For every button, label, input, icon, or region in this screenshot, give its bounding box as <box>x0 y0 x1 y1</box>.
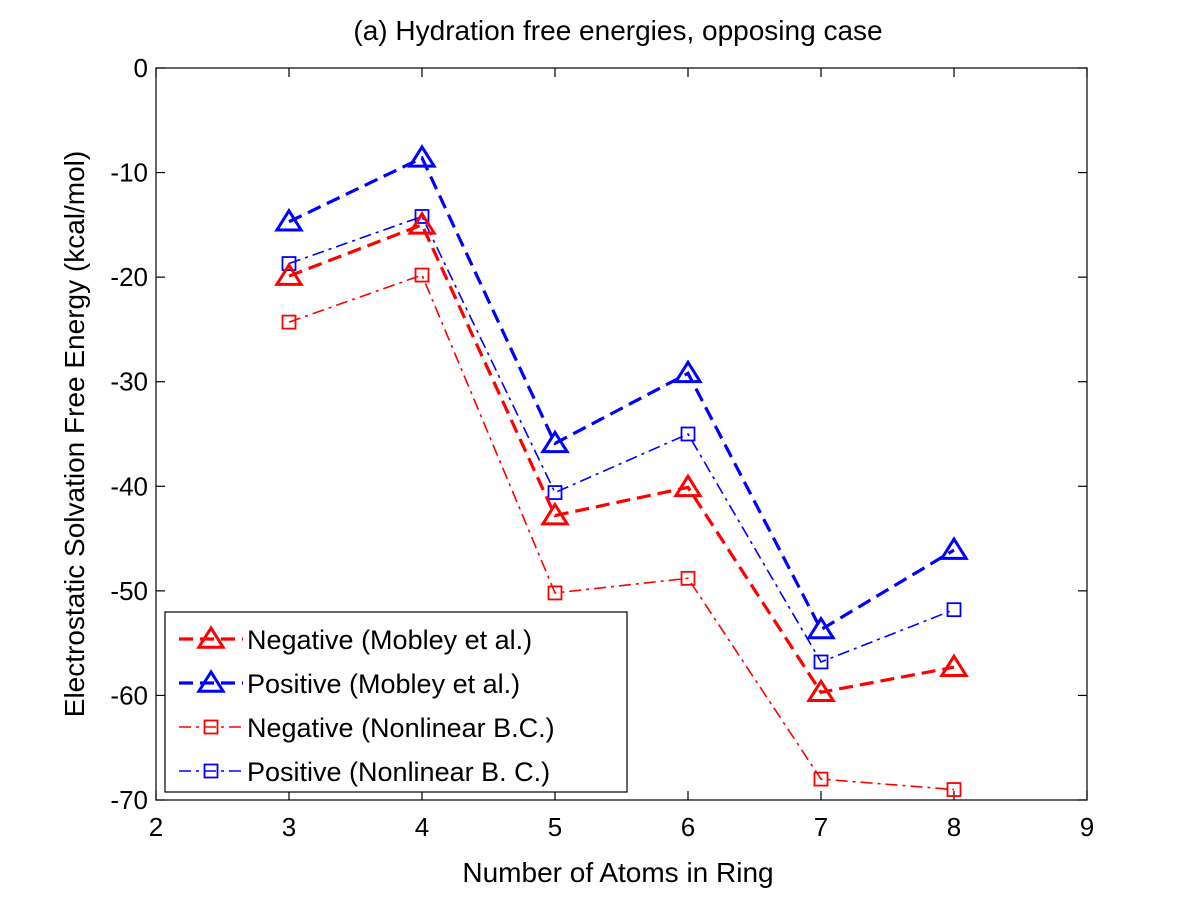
legend-item: Negative (Mobley et al.) <box>179 625 532 655</box>
series-2 <box>281 267 962 797</box>
data-point <box>281 256 297 271</box>
data-point <box>414 209 430 224</box>
data-point <box>547 585 563 601</box>
x-tick-label: 7 <box>814 812 828 842</box>
y-tick-label: -40 <box>110 471 148 501</box>
data-point <box>414 267 430 283</box>
legend-swatch-marker <box>203 719 219 735</box>
legend-label: Positive (Nonlinear B. C.) <box>247 757 550 787</box>
series-layer <box>274 144 969 797</box>
data-point <box>281 314 297 330</box>
data-point <box>680 570 696 586</box>
data-point <box>673 359 703 384</box>
x-tick-label: 4 <box>415 812 429 842</box>
y-tick-label: -60 <box>110 680 148 710</box>
legend-swatch-marker <box>196 625 226 649</box>
x-tick-label: 8 <box>947 812 961 842</box>
legend-box <box>164 611 628 793</box>
data-point <box>806 615 836 640</box>
series-1 <box>274 144 969 640</box>
data-point <box>407 144 437 168</box>
data-point <box>946 782 962 797</box>
y-tick-label: -20 <box>110 262 148 292</box>
data-point <box>813 654 829 670</box>
data-point <box>680 426 696 442</box>
legend-label: Negative (Mobley et al.) <box>247 625 532 655</box>
legend-item: Positive (Mobley et al.) <box>179 669 520 699</box>
series-0 <box>274 211 969 703</box>
data-point <box>274 207 304 232</box>
x-tick-label: 2 <box>149 812 163 842</box>
y-tick-label: -10 <box>110 158 148 188</box>
data-point <box>813 771 829 787</box>
data-point <box>540 501 570 526</box>
y-axis: 0 -10 -20 -30 -40 -50 -60 -70 <box>110 53 1087 815</box>
y-tick-label: -70 <box>110 785 148 815</box>
legend-swatch-marker <box>203 763 219 779</box>
legend-item: Negative (Nonlinear B.C.) <box>179 713 555 743</box>
data-point <box>806 678 836 703</box>
data-point <box>547 485 563 500</box>
y-axis-label: Electrostatic Solvation Free Energy (kca… <box>59 151 90 717</box>
series-3 <box>281 209 962 670</box>
x-tick-label: 9 <box>1080 812 1094 842</box>
series-line <box>288 155 955 632</box>
x-tick-label: 3 <box>282 812 296 842</box>
x-axis-label: Number of Atoms in Ring <box>462 857 773 888</box>
x-axis: 2 3 4 5 6 7 8 9 <box>149 68 1094 842</box>
legend-label: Negative (Nonlinear B.C.) <box>247 713 555 743</box>
series-line <box>288 274 955 791</box>
legend-item: Positive (Nonlinear B. C.) <box>179 757 550 787</box>
data-point <box>939 653 969 677</box>
legend: Negative (Mobley et al.) Positive (Mobley… <box>164 611 628 793</box>
data-point <box>939 536 969 560</box>
x-tick-label: 5 <box>548 812 562 842</box>
series-line <box>288 215 955 663</box>
series-line <box>288 222 955 695</box>
legend-label: Positive (Mobley et al.) <box>247 669 520 699</box>
data-point <box>673 473 703 498</box>
plot-frame <box>155 67 1088 801</box>
x-tick-label: 6 <box>681 812 695 842</box>
data-point <box>946 602 962 618</box>
chart-title: (a) Hydration free energies, opposing ca… <box>353 15 882 46</box>
data-point <box>274 262 304 286</box>
data-point <box>540 429 570 454</box>
legend-swatch-marker <box>196 669 226 693</box>
y-tick-label: -50 <box>110 576 148 606</box>
y-tick-label: -30 <box>110 367 148 397</box>
y-tick-label: 0 <box>134 53 148 83</box>
data-point <box>407 211 437 235</box>
